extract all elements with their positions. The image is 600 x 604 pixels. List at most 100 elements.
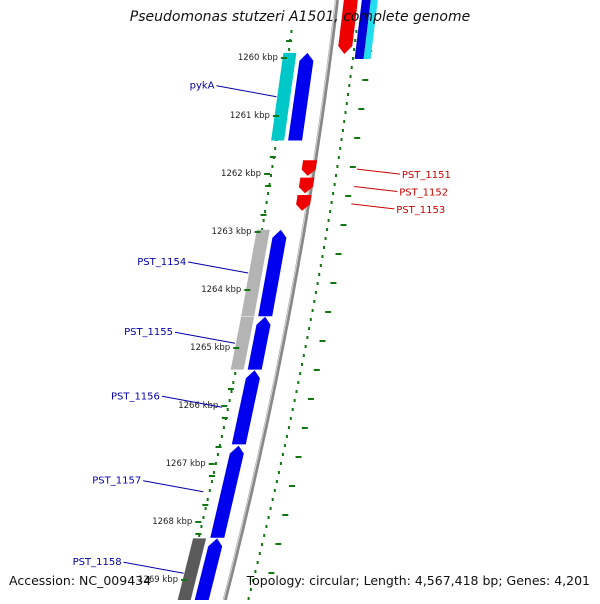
gc-tick [358, 108, 365, 110]
gc-dot [262, 219, 265, 222]
gene-pst-1158 [176, 538, 223, 604]
gc-dot [279, 462, 282, 465]
ruler-tick [233, 347, 240, 349]
gene-label: PST_1155 [124, 327, 173, 338]
gc-tick [340, 224, 347, 226]
gc-dot [324, 237, 327, 240]
gc-dot [302, 354, 305, 357]
gc-dot [308, 327, 311, 330]
gene-arrow [296, 195, 312, 211]
gene-pst-1155 [230, 316, 271, 370]
gc-dot [212, 471, 215, 474]
gc-tick [349, 166, 356, 168]
gene-pst-1154 [241, 229, 287, 317]
ruler-tick [195, 521, 202, 523]
gene-label-pst-1158: PST_1158 [73, 557, 184, 574]
gc-dot [327, 219, 330, 222]
gc-dot [288, 48, 291, 51]
gc-tick [345, 195, 352, 197]
gc-dot [228, 399, 231, 402]
ruler-mark: 1261 kbp [230, 111, 279, 121]
leader-line [174, 331, 236, 344]
gene-label-pst-1151: PST_1151 [356, 168, 451, 181]
gc-dot [299, 372, 302, 375]
gc-tick [307, 398, 314, 400]
ruler-label: 1268 kbp [152, 517, 192, 527]
gene-pst-1157 [210, 445, 244, 538]
gc-dot [204, 507, 207, 510]
gene-label-pst-1157: PST_1157 [92, 476, 204, 493]
gc-dot [206, 498, 209, 501]
ruler-tick [272, 115, 279, 117]
cog-band [241, 229, 270, 317]
gc-dot [208, 489, 211, 492]
ruler-mark: 1264 kbp [201, 285, 251, 295]
gc-dot [214, 462, 217, 465]
gc-dot [267, 192, 270, 195]
topology-text: Topology: circular; Length: 4,567,418 bp… [246, 573, 590, 588]
ruler-tick [264, 173, 271, 175]
gc-tick [286, 40, 293, 42]
genome-backbone [222, 0, 339, 601]
ruler-tick [221, 405, 228, 407]
genome-backbone-highlight [223, 0, 337, 601]
gc-dot [271, 498, 274, 501]
gc-tick [215, 446, 222, 448]
gc-dot [271, 165, 274, 168]
gene-label-pst-1155: PST_1155 [124, 327, 236, 344]
gc-dot [321, 255, 324, 258]
gene-label: pykA [190, 81, 215, 92]
gene-label: PST_1158 [73, 557, 122, 568]
gc-dot [350, 66, 353, 69]
gc-tick [282, 514, 289, 516]
ruler-label: 1264 kbp [201, 285, 241, 295]
gc-dot [281, 453, 284, 456]
genome-title: Pseudomonas stutzeri A1501, complete gen… [129, 9, 471, 25]
gc-dot [339, 147, 342, 150]
gc-tick [301, 427, 308, 429]
gc-tick [313, 369, 320, 371]
gc-dot [265, 525, 268, 528]
gc-dot [274, 147, 277, 150]
gene-label-pst-1153: PST_1153 [351, 203, 445, 216]
gc-dot [254, 570, 257, 573]
gc-dot [314, 291, 317, 294]
leader-line [161, 395, 222, 408]
gene-pst-1153 [296, 195, 312, 211]
gc-dot [329, 210, 332, 213]
ruler-tick [244, 289, 251, 291]
ruler-mark: 1265 kbp [190, 343, 240, 353]
gc-dot [337, 156, 340, 159]
gc-dot [347, 93, 349, 96]
gene-arrow [288, 52, 314, 141]
cog-band [271, 52, 297, 141]
gc-dot [216, 453, 219, 456]
gene-arrow [258, 229, 287, 317]
gc-dot [355, 30, 358, 33]
ruler-label: 1262 kbp [221, 169, 261, 179]
gc-tick [325, 311, 332, 313]
gc-dot [326, 228, 329, 231]
gc-dot [311, 309, 314, 312]
gc-dot [261, 543, 263, 546]
gc-dot [293, 399, 296, 402]
gc-dot [318, 273, 321, 276]
ruler-mark: 1262 kbp [221, 169, 271, 179]
ruler-tick [280, 57, 287, 59]
gene-arrow [247, 316, 271, 370]
gc-dot [309, 318, 312, 321]
leader-line [143, 480, 204, 493]
ruler-label: 1266 kbp [178, 401, 218, 411]
ruler-mark: 1266 kbp [178, 401, 228, 411]
gc-dot [269, 507, 272, 510]
gene-arrow [301, 160, 318, 176]
gc-dot [265, 201, 268, 204]
gc-dot [333, 183, 336, 186]
gc-dot [287, 426, 290, 429]
gc-dot [297, 381, 300, 384]
gc-dot [341, 129, 344, 132]
gc-dot [348, 84, 351, 87]
gc-tick [295, 456, 302, 458]
cog-band-partial [363, 0, 378, 59]
